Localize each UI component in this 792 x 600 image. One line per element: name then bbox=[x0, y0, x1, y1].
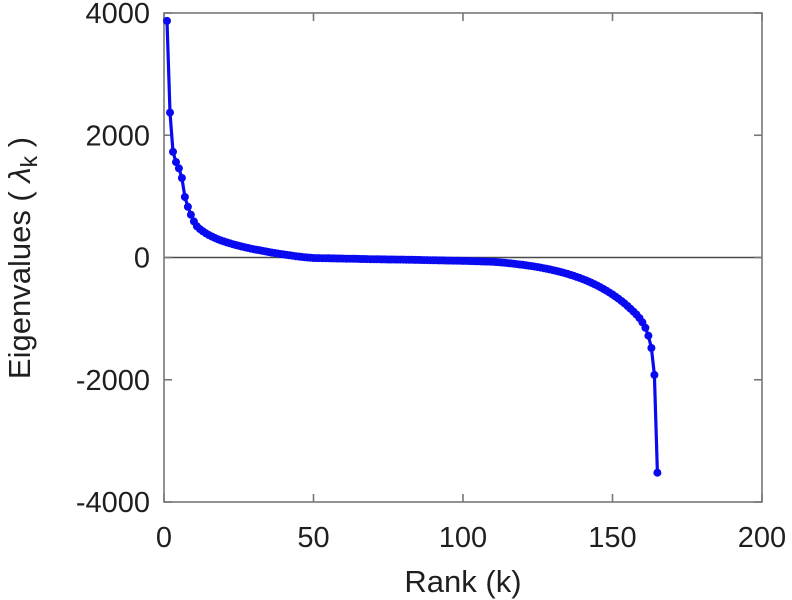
y-tick-label: 2000 bbox=[85, 120, 150, 152]
y-tick-label: -2000 bbox=[76, 365, 150, 397]
y-tick-label: -4000 bbox=[76, 487, 150, 519]
y-tick-label: 4000 bbox=[85, 0, 150, 30]
data-point-marker bbox=[647, 344, 656, 352]
x-tick-label: 0 bbox=[156, 522, 172, 554]
x-tick-label: 150 bbox=[588, 522, 636, 554]
axes-layer: 0 50 100 150 200 -4000 -2000 0 2000 4000 bbox=[76, 0, 786, 554]
data-point-marker bbox=[653, 468, 662, 477]
x-tick-label: 200 bbox=[738, 522, 786, 554]
x-axis-label: Rank (k) bbox=[404, 564, 521, 599]
data-point-marker bbox=[186, 210, 195, 219]
x-tick-label: 50 bbox=[297, 522, 329, 554]
data-series-eigenvalues bbox=[163, 16, 662, 477]
data-point-marker bbox=[180, 193, 189, 201]
y-tick-label: 0 bbox=[134, 243, 150, 275]
y-axis-label: Eigenvalues ( λk ) bbox=[2, 137, 42, 379]
data-point-marker bbox=[183, 202, 192, 211]
x-tick-label: 100 bbox=[439, 522, 487, 554]
data-point-marker bbox=[174, 164, 183, 173]
data-point-marker bbox=[641, 323, 650, 332]
data-point-marker bbox=[650, 370, 659, 379]
data-point-marker bbox=[177, 174, 186, 182]
data-point-marker bbox=[172, 158, 180, 167]
data-point-marker bbox=[166, 108, 174, 117]
label-layer: Rank (k) Eigenvalues ( λk ) bbox=[2, 137, 522, 599]
data-point-marker bbox=[169, 147, 177, 156]
data-point-marker bbox=[644, 331, 653, 340]
data-point-marker bbox=[163, 16, 171, 25]
